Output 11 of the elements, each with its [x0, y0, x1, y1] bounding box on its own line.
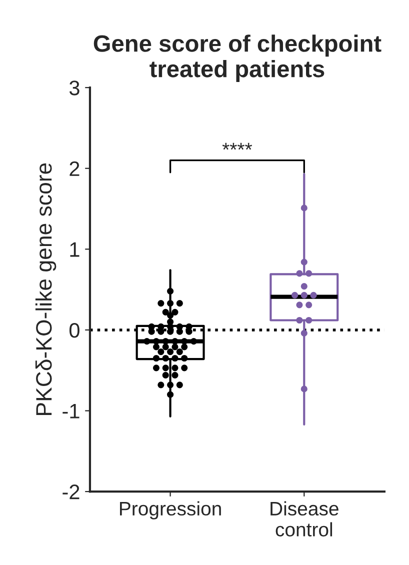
x-tick-label: Progression — [120, 501, 221, 520]
y-axis-title: PKCδ-KO-like gene score — [35, 163, 56, 415]
y-tick-label: -1 — [62, 404, 80, 418]
x-tick-label: Disease control — [270, 501, 338, 536]
y-tick-label: 2 — [70, 161, 80, 176]
y-tick-label: 0 — [69, 322, 80, 338]
y-tick-label: 3 — [69, 80, 80, 96]
y-tick-label: -2 — [62, 484, 80, 500]
annotation: **** — [222, 142, 252, 150]
chart-title: Gene score of checkpoint treated patients — [94, 34, 382, 82]
y-tick-label: 1 — [70, 242, 80, 257]
